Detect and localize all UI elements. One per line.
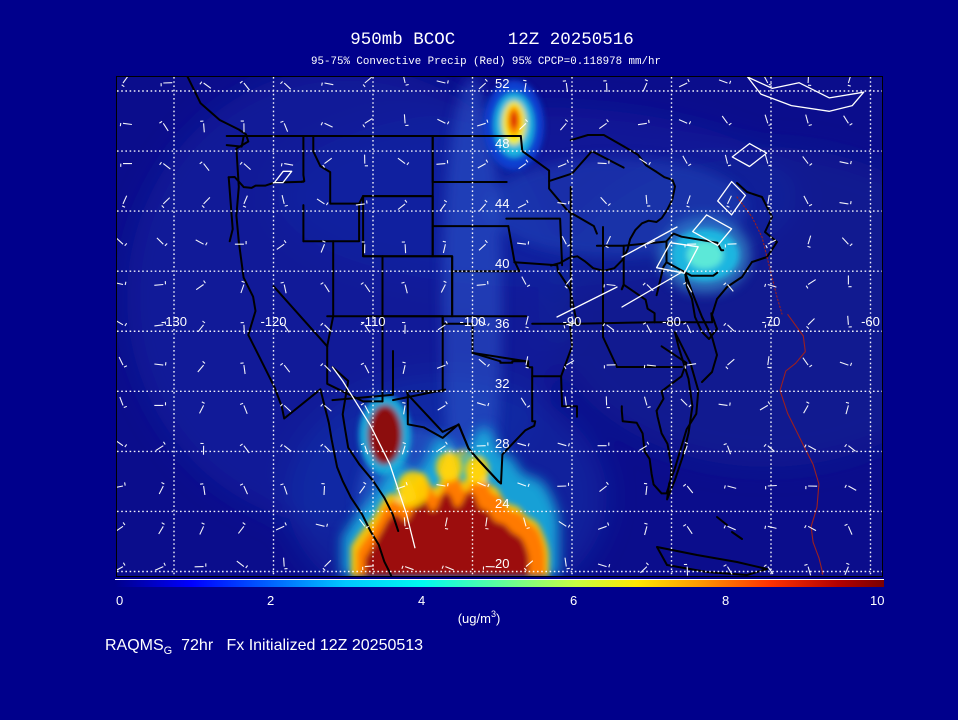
svg-text:40: 40 — [495, 256, 509, 271]
svg-text:32: 32 — [495, 376, 509, 391]
svg-text:24: 24 — [495, 496, 509, 511]
svg-text:28: 28 — [495, 436, 509, 451]
svg-text:44: 44 — [495, 196, 509, 211]
svg-text:-100: -100 — [459, 314, 485, 329]
svg-text:-80: -80 — [662, 314, 681, 329]
svg-text:52: 52 — [495, 77, 509, 91]
svg-text:36: 36 — [495, 316, 509, 331]
svg-text:-90: -90 — [563, 314, 582, 329]
svg-text:-130: -130 — [161, 314, 187, 329]
svg-text:-120: -120 — [260, 314, 286, 329]
svg-text:-70: -70 — [762, 314, 781, 329]
svg-text:20: 20 — [495, 556, 509, 571]
svg-text:-60: -60 — [861, 314, 880, 329]
svg-text:-110: -110 — [360, 314, 385, 329]
svg-text:48: 48 — [495, 136, 509, 151]
